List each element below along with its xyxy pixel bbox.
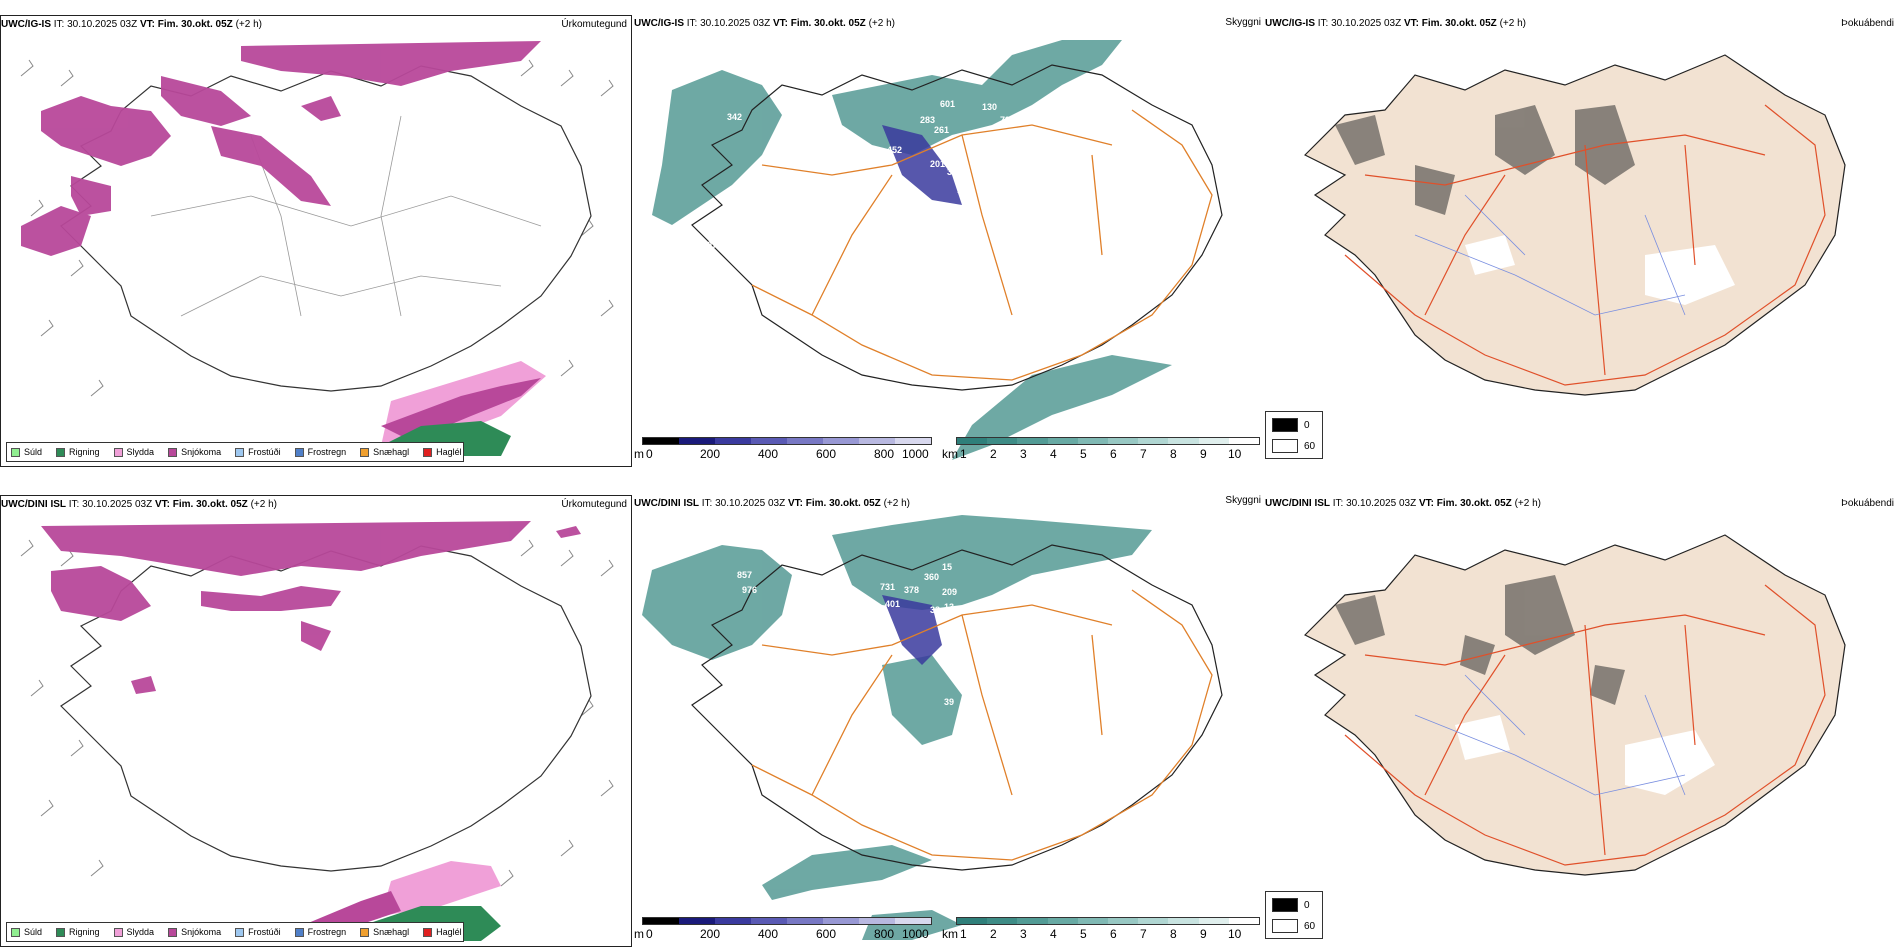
legend-item-hail: Haglél bbox=[423, 447, 462, 457]
panel-header-4: UWC/DINI ISL IT: 30.10.2025 03Z VT: Fim.… bbox=[1, 499, 277, 510]
cloud-label: 33 bbox=[930, 605, 940, 615]
panel-title-visibility-2: Skyggni bbox=[1225, 495, 1261, 506]
legend-item-hail: Haglél bbox=[423, 927, 462, 937]
cloud-base-scale-1: m 0 200 400 600 800 1000 bbox=[634, 437, 934, 465]
cloud-label: 303 bbox=[947, 167, 962, 177]
cloud-scale-unit: m bbox=[634, 447, 644, 461]
iceland-land-1 bbox=[1303, 54, 1846, 396]
legend-item-freezing-drizzle: Frostúði bbox=[235, 447, 281, 457]
legend-item-rain: Rigning bbox=[56, 447, 100, 457]
precip-type-legend-2: Súld Rigning Slydda Snjókoma Frostúði Fr… bbox=[6, 922, 464, 942]
cloud-label: 452 bbox=[887, 145, 902, 155]
legend-item-freezing-rain: Frostregn bbox=[294, 447, 346, 457]
it-value: 30.10.2025 03Z bbox=[67, 19, 138, 30]
panel-header-1: UWC/IG-IS IT: 30.10.2025 03Z VT: Fim. 30… bbox=[1, 19, 262, 30]
legend-item-drizzle: Súld bbox=[11, 447, 42, 457]
visibility-scale-2: km 1 2 3 4 5 6 7 8 9 10 bbox=[942, 917, 1262, 945]
legend-item-freezing-drizzle: Frostúði bbox=[235, 927, 281, 937]
cloud-base-colorbar bbox=[642, 437, 932, 445]
visibility-panel-1: 342 677 601 283 261 130 79 452 201 303 1… bbox=[632, 15, 1265, 467]
fog-map-1 bbox=[1303, 54, 1846, 396]
legend-item-rain: Rigning bbox=[56, 927, 100, 937]
fog-panel-1: UWC/IG-IS IT: 30.10.2025 03Z VT: Fim. 30… bbox=[1265, 15, 1900, 467]
precip-type-map-1 bbox=[20, 41, 614, 456]
lead-time: (+2 h) bbox=[235, 19, 262, 30]
panel-title-visibility: Skyggni bbox=[1225, 17, 1261, 28]
cloud-label: 13 bbox=[944, 602, 954, 612]
panel-header-6: UWC/DINI ISL IT: 30.10.2025 03Z VT: Fim.… bbox=[1265, 498, 1541, 509]
cloud-base-labels-2: 243 857 976 731 378 360 15 209 401 33 13… bbox=[737, 542, 964, 707]
it-label: IT: bbox=[53, 19, 65, 30]
legend-item-freezing-rain: Frostregn bbox=[294, 927, 346, 937]
cloud-label: 283 bbox=[920, 115, 935, 125]
cloud-label: 79 bbox=[1000, 115, 1010, 125]
legend-item-drizzle: Súld bbox=[11, 927, 42, 937]
cloud-label: 209 bbox=[942, 587, 957, 597]
precip-type-legend: Súld Rigning Slydda Snjókoma Frostúði Fr… bbox=[6, 442, 464, 462]
cloud-base-scale-2: m 0 200 400 600 800 1000 bbox=[634, 917, 934, 945]
cloud-label: 15 bbox=[942, 562, 952, 572]
legend-item-snow: Snjókoma bbox=[168, 447, 221, 457]
legend-item-snow: Snjókoma bbox=[168, 927, 221, 937]
cloud-label: 243 bbox=[782, 542, 797, 552]
vt-label: VT: bbox=[139, 19, 155, 30]
fog-panel-2: UWC/DINI ISL IT: 30.10.2025 03Z VT: Fim.… bbox=[1265, 495, 1900, 947]
legend-item-sleet: Slydda bbox=[113, 447, 154, 457]
cloud-base-labels-1: 342 677 601 283 261 130 79 452 201 303 1… bbox=[702, 99, 1010, 250]
cloud-label: 401 bbox=[885, 599, 900, 609]
cloud-label: 283 bbox=[720, 230, 735, 240]
cloud-label: 976 bbox=[742, 585, 757, 595]
vt-value: Fim. 30.okt. 05Z bbox=[157, 19, 233, 30]
legend-item-sleet: Slydda bbox=[113, 927, 154, 937]
panel-title-fog: Þokuábendi bbox=[1841, 18, 1894, 29]
cloud-label: 857 bbox=[737, 570, 752, 580]
cloud-label: 261 bbox=[934, 125, 949, 135]
visibility-panel-2: 243 857 976 731 378 360 15 209 401 33 13… bbox=[632, 495, 1265, 947]
visibility-colorbar bbox=[956, 437, 1260, 445]
cloud-label: 29 bbox=[954, 627, 964, 637]
cloud-label: 201 bbox=[930, 159, 945, 169]
cloud-label: 144 bbox=[957, 185, 972, 195]
fog-legend-2: 0 60 bbox=[1265, 891, 1323, 939]
legend-item-snow-pellets: Snæhagl bbox=[360, 927, 409, 937]
cloud-label: 607 bbox=[702, 240, 717, 250]
panel-title-precip-type-2: Úrkomutegund bbox=[561, 499, 627, 510]
cloud-label: 677 bbox=[777, 125, 792, 135]
precip-type-panel-2: UWC/DINI ISL IT: 30.10.2025 03Z VT: Fim.… bbox=[0, 495, 632, 947]
panel-title-precip-type: Úrkomutegund bbox=[561, 19, 627, 30]
visibility-scale-unit: km bbox=[942, 447, 958, 461]
precip-type-panel-1: UWC/IG-IS IT: 30.10.2025 03Z VT: Fim. 30… bbox=[0, 15, 632, 467]
iceland-outline-2 bbox=[691, 64, 1223, 391]
legend-item-snow-pellets: Snæhagl bbox=[360, 447, 409, 457]
panel-header-3: UWC/IG-IS IT: 30.10.2025 03Z VT: Fim. 30… bbox=[1265, 18, 1526, 29]
cloud-label: 39 bbox=[944, 697, 954, 707]
cloud-label: 130 bbox=[982, 102, 997, 112]
precip-type-map-2 bbox=[20, 521, 614, 941]
cloud-label: 731 bbox=[880, 582, 895, 592]
visibility-map-2: 243 857 976 731 378 360 15 209 401 33 13… bbox=[642, 515, 1223, 940]
visibility-map-1: 342 677 601 283 261 130 79 452 201 303 1… bbox=[652, 40, 1223, 460]
fog-map-2 bbox=[1303, 534, 1846, 876]
visibility-scale-1: km 1 2 3 4 5 6 7 8 9 10 bbox=[942, 437, 1262, 465]
cloud-label: 601 bbox=[940, 99, 955, 109]
fog-legend-1: 0 60 bbox=[1265, 411, 1323, 459]
panel-title-fog-2: Þokuábendi bbox=[1841, 498, 1894, 509]
panel-header-2: UWC/IG-IS IT: 30.10.2025 03Z VT: Fim. 30… bbox=[634, 18, 895, 29]
cloud-label: 360 bbox=[924, 572, 939, 582]
cloud-label: 378 bbox=[904, 585, 919, 595]
panel-header-5: UWC/DINI ISL IT: 30.10.2025 03Z VT: Fim.… bbox=[634, 498, 910, 509]
cloud-label: 342 bbox=[727, 112, 742, 122]
model-name: UWC/IG-IS bbox=[1, 19, 51, 30]
